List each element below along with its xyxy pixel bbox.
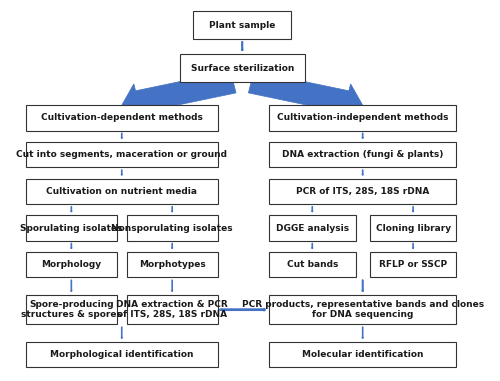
FancyBboxPatch shape [269, 342, 456, 367]
FancyBboxPatch shape [26, 342, 218, 367]
Text: DGGE analysis: DGGE analysis [276, 224, 349, 232]
FancyBboxPatch shape [370, 252, 456, 277]
FancyBboxPatch shape [269, 105, 456, 131]
Text: Nonsporulating isolates: Nonsporulating isolates [112, 224, 233, 232]
Text: Cultivation-dependent methods: Cultivation-dependent methods [41, 114, 202, 122]
Text: Molecular identification: Molecular identification [302, 350, 424, 359]
FancyBboxPatch shape [26, 142, 218, 167]
FancyBboxPatch shape [126, 295, 218, 324]
FancyBboxPatch shape [269, 215, 356, 241]
FancyBboxPatch shape [193, 11, 292, 39]
FancyBboxPatch shape [126, 252, 218, 277]
FancyBboxPatch shape [269, 179, 456, 204]
Text: Morphology: Morphology [42, 260, 102, 269]
Text: PCR of ITS, 28S, 18S rDNA: PCR of ITS, 28S, 18S rDNA [296, 187, 430, 196]
FancyBboxPatch shape [26, 252, 117, 277]
Text: DNA extraction & PCR
of ITS, 28S, 18S rDNA: DNA extraction & PCR of ITS, 28S, 18S rD… [116, 300, 228, 319]
FancyBboxPatch shape [26, 215, 117, 241]
Text: Cut into segments, maceration or ground: Cut into segments, maceration or ground [16, 150, 228, 159]
FancyBboxPatch shape [26, 179, 218, 204]
Text: PCR products, representative bands and clones
for DNA sequencing: PCR products, representative bands and c… [242, 300, 484, 319]
FancyBboxPatch shape [269, 142, 456, 167]
Text: RFLP or SSCP: RFLP or SSCP [379, 260, 447, 269]
Text: Plant sample: Plant sample [209, 21, 276, 30]
FancyBboxPatch shape [126, 215, 218, 241]
Text: Morphological identification: Morphological identification [50, 350, 194, 359]
Text: Sporulating isolates: Sporulating isolates [20, 224, 122, 232]
Text: Spore-producing
structures & spores: Spore-producing structures & spores [21, 300, 122, 319]
Text: Cut bands: Cut bands [286, 260, 338, 269]
Text: Cultivation on nutrient media: Cultivation on nutrient media [46, 187, 198, 196]
Text: Cultivation-independent methods: Cultivation-independent methods [277, 114, 448, 122]
FancyBboxPatch shape [26, 295, 117, 324]
Polygon shape [122, 71, 236, 120]
FancyBboxPatch shape [180, 54, 304, 82]
Text: Morphotypes: Morphotypes [139, 260, 205, 269]
FancyBboxPatch shape [269, 252, 356, 277]
FancyBboxPatch shape [370, 215, 456, 241]
Text: DNA extraction (fungi & plants): DNA extraction (fungi & plants) [282, 150, 444, 159]
Text: Cloning library: Cloning library [376, 224, 450, 232]
FancyBboxPatch shape [269, 295, 456, 324]
Polygon shape [248, 71, 362, 120]
FancyBboxPatch shape [26, 105, 218, 131]
Text: Surface sterilization: Surface sterilization [190, 64, 294, 72]
